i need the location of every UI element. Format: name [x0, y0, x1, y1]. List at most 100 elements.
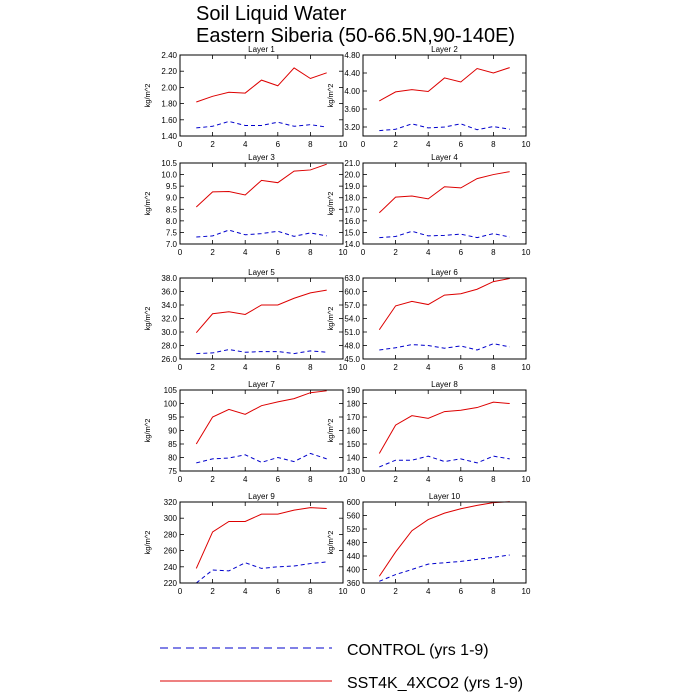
x-tick-label: 10 [339, 587, 348, 596]
x-tick-label: 6 [459, 248, 464, 257]
y-tick-label: 80 [168, 454, 177, 463]
x-tick-label: 4 [426, 140, 431, 149]
x-tick-label: 4 [243, 587, 248, 596]
layer-panel: Layer 8kg/m^20 2 4 6 8 1013014015016017018019… [326, 380, 531, 484]
y-tick-label: 170 [347, 413, 361, 422]
y-tick-label: 7.5 [166, 228, 178, 237]
legend-sst-label: SST4K_4XCO2 (yrs 1-9) [347, 675, 523, 692]
x-tick-label: 6 [276, 140, 281, 149]
layer-panel: Layer 6kg/m^20 2 4 6 8 1045.048.051.054.057.0… [326, 268, 531, 372]
panel-title: Layer 6 [431, 268, 458, 277]
x-tick-label: 8 [491, 587, 496, 596]
plot-frame [362, 389, 527, 472]
x-tick-label: 6 [459, 363, 464, 372]
x-tick-label: 10 [339, 475, 348, 484]
control-series-line [195, 561, 327, 584]
plot-frame [362, 162, 527, 245]
layer-panel: Layer 4kg/m^20 2 4 6 8 1014.015.016.017.018.0… [326, 153, 531, 257]
y-tick-label: 26.0 [161, 355, 177, 364]
y-tick-label: 63.0 [344, 274, 360, 283]
panel-title: Layer 10 [429, 492, 461, 501]
control-series-line [379, 343, 510, 351]
x-tick-label: 0 [361, 363, 366, 372]
x-tick-label: 2 [393, 248, 398, 257]
x-tick-label: 10 [522, 587, 531, 596]
y-tick-label: 57.0 [344, 301, 360, 310]
y-tick-label: 280 [164, 530, 178, 539]
plot-frame [179, 389, 344, 472]
plot-frame [362, 54, 527, 137]
y-tick-label: 95 [168, 413, 177, 422]
x-tick-label: 8 [491, 140, 496, 149]
y-tick-label: 10.0 [161, 171, 177, 180]
y-axis-label: kg/m^2 [326, 307, 335, 331]
x-tick-label: 6 [459, 587, 464, 596]
layer-panel: Layer 2 kg/m^2 0 2 4 6 8 10 3.20 3.60 4.00 4.40 4.80 [326, 45, 531, 149]
layer-panel: Layer 9 kg/m^2 0 2 4 6 8 10 220 240 260 280 300 320 [143, 492, 348, 596]
y-tick-label: 520 [347, 525, 361, 534]
y-axis-label: kg/m^2 [143, 84, 152, 108]
y-tick-label: 60.0 [344, 288, 360, 297]
y-tick-label: 14.0 [344, 240, 360, 249]
y-axis-label: kg/m^2 [326, 84, 335, 108]
control-series-line [379, 123, 510, 132]
x-tick-label: 4 [426, 363, 431, 372]
panel-title: Layer 9 [248, 492, 275, 501]
x-tick-label: 10 [339, 363, 348, 372]
y-axis-label: kg/m^2 [143, 419, 152, 443]
x-tick-label: 6 [276, 587, 281, 596]
x-tick-label: 8 [308, 475, 313, 484]
y-tick-label: 75 [168, 467, 177, 476]
legend-control-label: CONTROL (yrs 1-9) [347, 642, 489, 659]
y-tick-label: 600 [347, 498, 361, 507]
control-series-line [196, 452, 327, 464]
layer-panel: Layer 5 kg/m^2 0 2 4 6 8 10 26.0 28.0 30.0 32.0 34.0… [143, 268, 348, 372]
y-axis-label: kg/m^2 [326, 419, 335, 443]
legend: CONTROL (yrs 1-9) SST4K_4XCO2 (yrs 1-9) [160, 642, 523, 692]
x-tick-label: 6 [459, 140, 464, 149]
sst-series-line [196, 67, 327, 103]
figure-title: Soil Liquid Water [196, 3, 347, 25]
y-tick-label: 4.00 [344, 87, 360, 96]
x-tick-label: 0 [178, 248, 183, 257]
y-tick-label: 18.0 [344, 194, 360, 203]
y-tick-label: 180 [347, 400, 361, 409]
y-tick-label: 1.60 [161, 116, 177, 125]
x-tick-label: 10 [522, 363, 531, 372]
x-tick-label: 8 [491, 475, 496, 484]
x-tick-label: 4 [243, 363, 248, 372]
y-tick-label: 45.0 [344, 355, 360, 364]
layer-panel: Layer 3 kg/m^2 0 2 4 6 8 10 7.0 7.5 8.0 8.5 9.0 9.5 10… [143, 153, 348, 257]
y-tick-label: 20.0 [344, 171, 360, 180]
x-tick-label: 2 [210, 587, 215, 596]
control-series-line [196, 349, 327, 355]
y-tick-label: 2.40 [161, 51, 177, 60]
y-axis-label: kg/m^2 [143, 192, 152, 216]
x-tick-label: 2 [210, 475, 215, 484]
x-tick-label: 2 [210, 363, 215, 372]
panel-title: Layer 4 [431, 153, 458, 162]
panel-title: Layer 3 [248, 153, 275, 162]
y-tick-label: 320 [164, 498, 178, 507]
x-tick-label: 2 [393, 587, 398, 596]
panel-title: Layer 1 [248, 45, 275, 54]
plot-frame [179, 162, 344, 245]
x-tick-label: 4 [426, 587, 431, 596]
y-axis-label: kg/m^2 [326, 192, 335, 216]
plot-frame [362, 501, 527, 584]
x-tick-label: 10 [339, 248, 348, 257]
y-tick-label: 17.0 [344, 205, 360, 214]
sst-series-line [378, 401, 510, 454]
y-tick-label: 480 [347, 539, 361, 548]
x-tick-label: 8 [491, 248, 496, 257]
y-tick-label: 36.0 [161, 288, 177, 297]
x-tick-label: 2 [393, 363, 398, 372]
sst-series-line [378, 501, 510, 577]
x-tick-label: 0 [361, 248, 366, 257]
plot-frame [179, 501, 344, 584]
control-series-line [379, 455, 510, 468]
y-tick-label: 560 [347, 512, 361, 521]
x-tick-label: 2 [210, 140, 215, 149]
y-tick-label: 8.5 [166, 205, 178, 214]
x-tick-label: 2 [393, 475, 398, 484]
